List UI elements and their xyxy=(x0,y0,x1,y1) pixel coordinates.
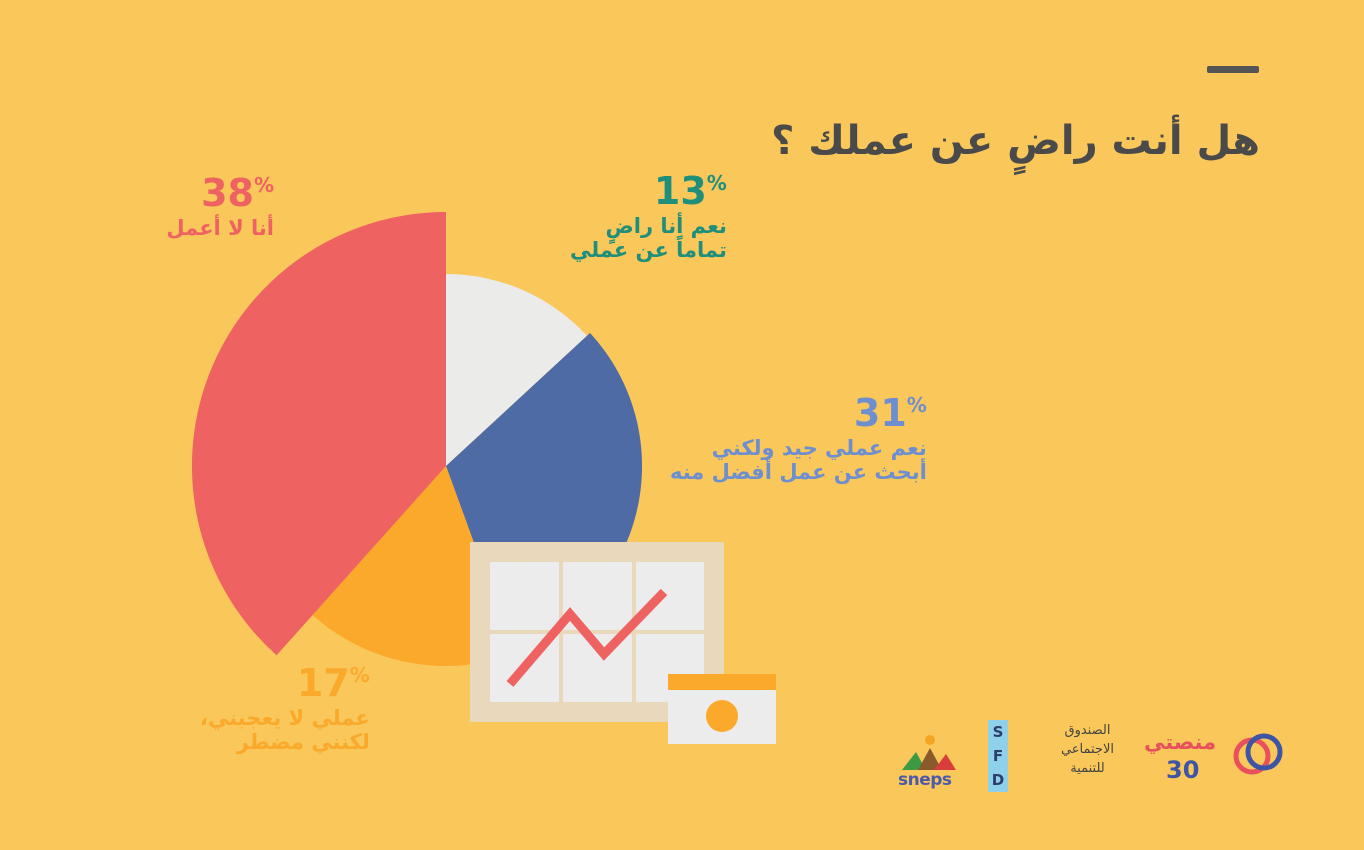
slice-value: 31 xyxy=(853,391,907,435)
slice-value: 17 xyxy=(296,661,350,705)
slice-text: أنا لا أعمل xyxy=(166,215,274,240)
slice-label-satisfied: 13% نعم أنا راضٍ تماماً عن عملي xyxy=(570,169,727,262)
sneps-leaves-icon xyxy=(902,735,956,770)
sneps-wordmark: sneps xyxy=(898,770,952,790)
slice-label-not-working: 38% أنا لا أعمل xyxy=(166,171,274,240)
slice-label-dislike: 17% عملي لا يعجبني، لكنني مضطر xyxy=(200,661,370,754)
manasati-wordmark: منصتي xyxy=(1144,730,1217,754)
manasati-number: 30 xyxy=(1166,756,1200,784)
slice-label-looking-better: 31% نعم عملي جيد ولكني أبحث عن عمل أفضل … xyxy=(670,391,927,484)
chart-illustration-icon xyxy=(470,542,724,722)
slice-percent: 13% xyxy=(653,169,727,213)
manasati-rings-icon xyxy=(1233,733,1283,775)
slice-text: عملي لا يعجبني، لكنني مضطر xyxy=(200,705,370,754)
card-illustration-icon xyxy=(668,674,776,744)
slice-percent: 31% xyxy=(853,391,927,435)
slice-text: نعم أنا راضٍ تماماً عن عملي xyxy=(570,213,727,262)
slice-value: 13 xyxy=(653,169,707,213)
title-dash xyxy=(1207,66,1259,73)
page-title: هل أنت راضٍ عن عملك ؟ xyxy=(771,118,1260,164)
manasati30-logo: منصتي 30 xyxy=(1144,722,1284,792)
sfd-letters: S F D xyxy=(988,720,1008,792)
sneps-logo: sneps xyxy=(896,730,960,792)
sfd-logo: S F D الصندوق الاجتماعي للتنمية xyxy=(988,720,1128,796)
slice-value: 38 xyxy=(201,171,254,215)
pie-slice-0 xyxy=(191,211,446,656)
slice-text: نعم عملي جيد ولكني أبحث عن عمل أفضل منه xyxy=(670,435,927,484)
sfd-text: الصندوق الاجتماعي للتنمية xyxy=(1060,723,1114,776)
slice-percent: 38% xyxy=(201,171,274,215)
slice-percent: 17% xyxy=(296,661,370,705)
pie-slice-1 xyxy=(446,274,587,466)
pie-slice-3 xyxy=(312,466,515,666)
